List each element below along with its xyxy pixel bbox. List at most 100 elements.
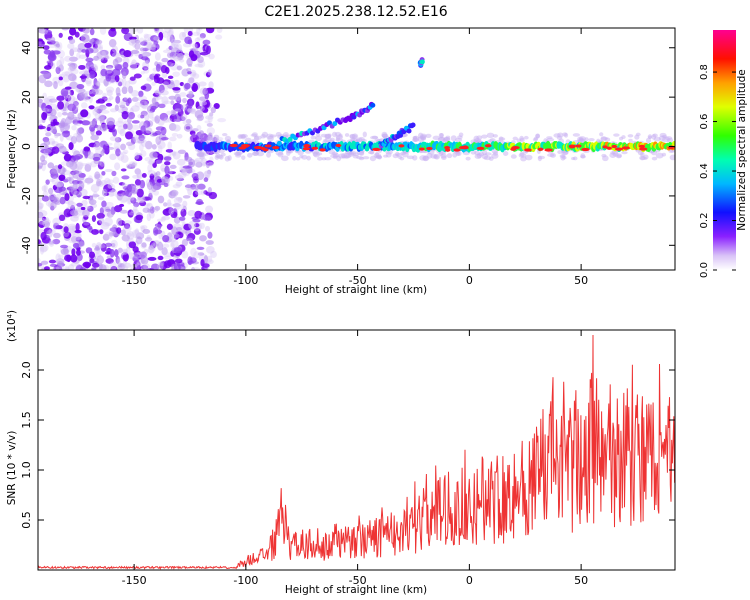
spectrogram-halo-cell — [621, 135, 626, 140]
snr-y-label: SNR (10 * v/v) — [6, 431, 18, 506]
spectrogram-noise-cell — [192, 190, 199, 198]
spectrogram-peak-cell — [426, 146, 433, 151]
spectrogram-noise-cell — [133, 136, 140, 141]
spectrogram-noise-cell — [60, 88, 69, 97]
spectrogram-halo-cell — [628, 138, 633, 143]
spectrogram-noise-cell — [105, 86, 115, 93]
spectrogram-noise-cell — [129, 196, 135, 201]
spectrogram-noise-cell — [196, 114, 204, 121]
spectrogram-noise-cell — [40, 260, 49, 265]
spectrogram-noise-cell — [167, 59, 176, 67]
spectrogram-noise-cell — [149, 173, 155, 180]
spectrogram-noise-cell — [132, 184, 142, 189]
spectrogram-noise-cell — [100, 150, 105, 156]
spectrogram-noise-cell — [216, 28, 223, 33]
spectrogram-peak-cell — [568, 145, 576, 149]
spectrogram-noise-cell — [121, 86, 128, 95]
spectrogram-noise-cell — [58, 32, 63, 38]
spectrogram-noise-cell — [166, 110, 172, 116]
spectrogram-noise-cell — [67, 186, 75, 193]
spectrogram-noise-cell — [99, 123, 108, 132]
spectrogram-halo-cell — [441, 155, 447, 161]
spectrogram-noise-cell — [141, 52, 149, 57]
spectrogram-noise-cell — [141, 56, 149, 61]
spectrogram-noise-cell — [198, 81, 207, 87]
spectrogram-halo-cell — [483, 155, 492, 161]
spectrogram-noise-cell — [38, 205, 43, 212]
spectrogram-noise-cell — [105, 258, 114, 264]
spectrogram-halo-cell — [310, 135, 317, 140]
spectrogram-halo-cell — [367, 151, 375, 155]
spectrogram-noise-cell — [84, 163, 92, 172]
spectrogram-halo-cell — [535, 133, 541, 139]
snr-x-label: Height of straight line (km) — [285, 584, 427, 596]
spectrogram-halo-cell — [396, 152, 403, 157]
spectrogram-noise-cell — [88, 39, 95, 43]
spectrogram-noise-cell — [136, 171, 143, 181]
spectrogram-halo-cell — [385, 149, 393, 155]
spectrogram-noise-cell — [41, 159, 48, 166]
spectrogram-noise-cell — [130, 49, 140, 55]
spectrogram-noise-cell — [38, 196, 42, 204]
spectrogram-noise-cell — [131, 120, 140, 124]
spectrogram-noise-cell — [104, 168, 113, 173]
spectrogram-noise-cell — [115, 255, 120, 265]
spectrogram-noise-cell — [67, 73, 77, 82]
spectrogram-noise-cell — [157, 153, 164, 162]
spectrogram-noise-cell — [67, 103, 77, 112]
spectrogram-noise-cell — [206, 169, 212, 175]
spectrogram-noise-cell — [155, 136, 162, 145]
spectrogram-noise-cell — [172, 124, 181, 132]
spectrogram-halo-cell — [446, 153, 453, 159]
spectrogram-noise-cell — [67, 43, 75, 50]
spectrogram-noise-cell — [147, 256, 157, 261]
spectrogram-noise-cell — [46, 37, 52, 43]
spectrogram-noise-cell — [173, 39, 182, 44]
spectrogram-noise-cell — [139, 179, 146, 189]
spectrogram-noise-cell — [140, 264, 149, 270]
spectrogram-noise-cell — [84, 42, 92, 48]
spectrogram-peak-cell — [241, 143, 250, 148]
spectrogram-noise-cell — [99, 140, 108, 148]
snr-panel: -150 -100 -50 0 50 0.5 1.0 1.5 2.0 Height of st… — [6, 310, 676, 596]
spectrogram-noise-cell — [71, 47, 80, 53]
spectrogram-noise-cell — [68, 239, 76, 243]
spectrogram-noise-cell — [215, 34, 223, 40]
spectrogram-noise-cell — [52, 266, 60, 270]
spectrogram-noise-cell — [41, 102, 47, 112]
spectrogram-noise-cell — [54, 181, 64, 188]
spectrogram-noise-cell — [199, 32, 206, 39]
spectrogram-noise-cell — [192, 73, 200, 79]
spectrogram-noise-cell — [123, 262, 132, 269]
spectrogram-halo-cell — [292, 155, 297, 161]
spectrogram-noise-cell — [198, 130, 205, 139]
spectrogram-noise-cell — [68, 160, 73, 169]
spectrogram-halo-cell — [537, 155, 542, 162]
spectrogram-halo-cell — [330, 137, 335, 142]
spectrogram-noise-cell — [130, 105, 140, 112]
spectrogram-noise-cell — [167, 171, 176, 175]
spectrogram-noise-cell — [42, 45, 50, 50]
spectrogram-noise-cell — [85, 90, 94, 95]
spectrogram-noise-cell — [101, 49, 110, 57]
spectrogram-noise-cell — [188, 91, 194, 96]
spectrogram-halo-cell — [621, 151, 628, 155]
spectrogram-noise-cell — [68, 141, 74, 151]
spectrogram-halo-cell — [476, 135, 483, 140]
spectrogram-noise-cell — [78, 54, 87, 59]
spectrogram-noise-cell — [127, 238, 134, 243]
spectrogram-noise-cell — [139, 251, 148, 260]
spectrogram-noise-cell — [58, 122, 66, 129]
spectrogram-noise-cell — [210, 106, 217, 114]
spectrogram-noise-cell — [41, 195, 50, 202]
spectrogram-noise-cell — [105, 201, 114, 208]
spectrogram-noise-cell — [191, 83, 198, 92]
spectrogram-halo-cell — [315, 135, 322, 142]
spectrogram-noise-cell — [44, 29, 52, 36]
spectrogram-noise-cell — [97, 196, 105, 201]
spectrogram-noise-cell — [90, 184, 100, 193]
spectrogram-noise-cell — [155, 126, 165, 131]
spectrogram-noise-cell — [156, 178, 163, 183]
spectrogram-noise-cell — [128, 252, 135, 260]
spectrogram-branch-cell — [276, 140, 282, 146]
